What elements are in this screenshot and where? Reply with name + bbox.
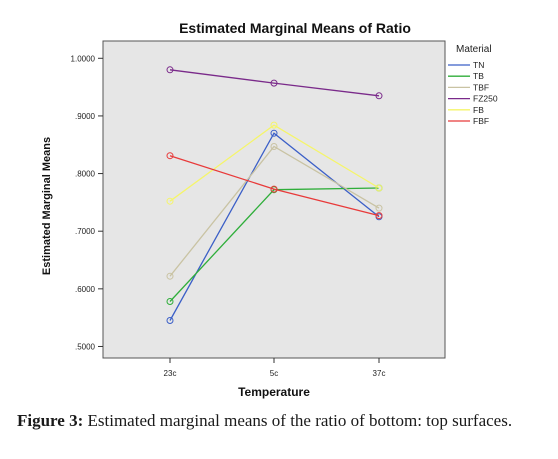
series-line [169,69,380,97]
data-point [166,152,174,160]
y-tick-label: .8000 [75,170,96,179]
data-point [166,298,174,305]
series-layer [166,66,383,324]
data-point [375,184,383,192]
data-point [166,272,174,280]
legend-title: Material [456,44,492,55]
figure-caption: Figure 3: Estimated marginal means of th… [17,410,547,432]
legend-label: TB [473,71,484,81]
chart: Estimated Marginal Means of Ratio .5000.… [41,20,498,399]
x-tick-label: 37c [373,369,386,378]
data-point [270,79,278,87]
data-point [375,92,383,100]
x-axis: 23c 5c 37c [164,358,386,378]
data-point [166,66,174,74]
chart-title: Estimated Marginal Means of Ratio [179,20,411,36]
data-point [270,121,278,129]
y-tick-label: .9000 [75,112,96,121]
data-point [375,212,383,220]
data-point [375,204,383,212]
data-point [270,143,278,150]
y-tick-label: .7000 [75,227,96,236]
y-axis: .5000 .6000 .7000 .8000 .9000 1.0000 [71,54,103,351]
legend-label: TBF [473,82,489,92]
figure-caption-text: Estimated marginal means of the ratio of… [83,411,513,430]
y-tick-label: .5000 [75,342,96,351]
legend-label: FB [473,105,484,115]
legend-label: TN [473,60,484,70]
x-axis-label: Temperature [238,385,310,399]
data-point [166,197,174,205]
y-tick-label: .6000 [75,285,96,294]
data-point [270,129,278,137]
series-line [169,124,380,202]
y-axis-label: Estimated Marginal Means [41,137,53,275]
data-point [270,185,278,193]
x-tick-label: 23c [164,369,177,378]
legend-label: FBF [473,116,489,126]
figure-caption-label: Figure 3: [17,411,84,430]
y-tick-label: 1.0000 [71,54,96,63]
legend-label: FZ250 [473,94,498,104]
data-point [166,317,174,324]
x-tick-label: 5c [270,369,278,378]
series-line [169,145,380,277]
series-line [169,155,380,217]
plot-area [102,40,446,359]
